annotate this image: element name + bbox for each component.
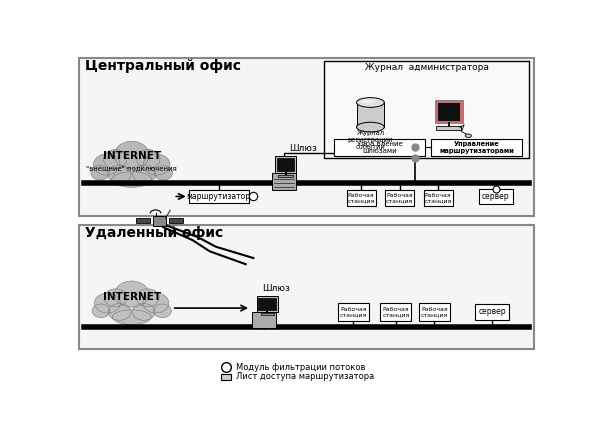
Ellipse shape — [154, 304, 171, 318]
FancyBboxPatch shape — [385, 190, 414, 206]
FancyBboxPatch shape — [188, 190, 249, 203]
FancyBboxPatch shape — [80, 225, 533, 349]
Text: Модуль фильтрации потоков: Модуль фильтрации потоков — [236, 363, 365, 372]
FancyBboxPatch shape — [338, 303, 369, 321]
Ellipse shape — [92, 304, 110, 318]
FancyBboxPatch shape — [475, 304, 509, 319]
Text: Журнал  администратора: Журнал администратора — [365, 63, 489, 72]
FancyBboxPatch shape — [324, 61, 529, 158]
FancyBboxPatch shape — [169, 218, 182, 222]
FancyBboxPatch shape — [252, 312, 276, 328]
Text: Рабочая
станция: Рабочая станция — [425, 193, 451, 203]
FancyBboxPatch shape — [479, 189, 513, 204]
Text: Рабочая
станция: Рабочая станция — [382, 306, 410, 317]
Text: Рабочая
станция: Рабочая станция — [420, 306, 448, 317]
Ellipse shape — [108, 304, 131, 320]
Text: Шлюз: Шлюз — [289, 144, 318, 153]
FancyBboxPatch shape — [275, 156, 297, 173]
Text: INTERNET: INTERNET — [103, 151, 161, 161]
FancyBboxPatch shape — [277, 158, 294, 171]
Ellipse shape — [104, 289, 127, 307]
Ellipse shape — [356, 97, 385, 108]
FancyBboxPatch shape — [380, 303, 411, 321]
Text: "внешние" подключения: "внешние" подключения — [86, 165, 177, 171]
Text: Шлюз: Шлюз — [263, 284, 291, 294]
Ellipse shape — [94, 293, 120, 313]
Text: маршрутизатор: маршрутизатор — [187, 192, 251, 201]
Ellipse shape — [143, 293, 169, 313]
FancyBboxPatch shape — [346, 190, 376, 206]
Text: Рабочая
станция: Рабочая станция — [347, 193, 375, 203]
FancyBboxPatch shape — [431, 139, 522, 156]
Ellipse shape — [356, 122, 385, 132]
FancyBboxPatch shape — [437, 126, 462, 130]
FancyBboxPatch shape — [221, 374, 231, 380]
Ellipse shape — [361, 100, 374, 103]
Text: Рабочая
станция: Рабочая станция — [340, 306, 367, 317]
FancyBboxPatch shape — [419, 303, 450, 321]
Ellipse shape — [103, 149, 127, 168]
FancyBboxPatch shape — [334, 139, 425, 156]
Text: Удаленный офис: Удаленный офис — [86, 226, 224, 240]
Ellipse shape — [112, 310, 151, 324]
FancyBboxPatch shape — [80, 58, 533, 216]
Text: INTERNET: INTERNET — [103, 291, 161, 302]
FancyBboxPatch shape — [356, 103, 385, 127]
Text: Управление
маршрутизаторами: Управление маршрутизаторами — [439, 141, 514, 154]
Ellipse shape — [133, 304, 155, 320]
Ellipse shape — [93, 154, 120, 175]
FancyBboxPatch shape — [257, 296, 278, 312]
Ellipse shape — [136, 289, 159, 307]
Text: сервер: сервер — [478, 308, 506, 316]
Ellipse shape — [108, 165, 131, 183]
FancyBboxPatch shape — [278, 175, 294, 177]
Ellipse shape — [115, 281, 149, 307]
Ellipse shape — [114, 141, 149, 169]
Text: Упра вление
шлюзами: Упра вление шлюзами — [357, 141, 402, 154]
Ellipse shape — [465, 134, 471, 138]
FancyBboxPatch shape — [153, 216, 166, 225]
Ellipse shape — [133, 165, 156, 183]
FancyBboxPatch shape — [423, 190, 453, 206]
Ellipse shape — [91, 166, 109, 180]
FancyBboxPatch shape — [261, 313, 274, 315]
FancyBboxPatch shape — [258, 298, 276, 310]
Text: Журнал
регистрации
событий: Журнал регистрации событий — [347, 130, 393, 150]
FancyBboxPatch shape — [438, 103, 460, 121]
FancyBboxPatch shape — [435, 100, 463, 123]
Ellipse shape — [144, 154, 170, 175]
Text: Лист доступа маршрутизатора: Лист доступа маршрутизатора — [236, 372, 374, 381]
Ellipse shape — [154, 166, 172, 180]
Ellipse shape — [137, 149, 160, 168]
FancyBboxPatch shape — [136, 218, 150, 222]
Text: Рабочая
станция: Рабочая станция — [386, 193, 413, 203]
Text: сервер: сервер — [482, 192, 509, 201]
FancyBboxPatch shape — [272, 173, 297, 190]
Text: Центральный офис: Центральный офис — [86, 59, 242, 73]
Ellipse shape — [112, 172, 152, 187]
